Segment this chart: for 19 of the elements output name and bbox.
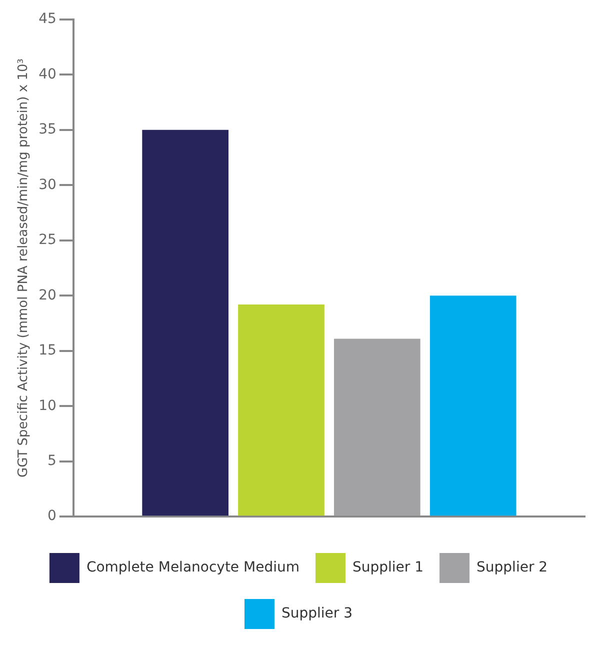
y-tick-label: 25 bbox=[38, 232, 56, 248]
y-tick-label: 40 bbox=[38, 66, 56, 82]
y-tick-label: 20 bbox=[38, 287, 56, 304]
y-tick-label: 0 bbox=[47, 508, 56, 524]
y-tick-label: 35 bbox=[38, 122, 56, 138]
y-tick-label: 45 bbox=[38, 11, 56, 28]
y-tick-label: 10 bbox=[38, 398, 56, 414]
y-tick-label: 15 bbox=[38, 342, 56, 359]
bar bbox=[334, 338, 420, 516]
y-tick-label: 5 bbox=[47, 452, 56, 469]
legend-label: Supplier 1 bbox=[352, 560, 424, 576]
bar bbox=[142, 130, 228, 516]
y-tick-label: 30 bbox=[38, 176, 56, 193]
y-axis-title: GGT Specific Activity (mmol PNA released/min/mg protein) x 10³ bbox=[16, 58, 32, 478]
bar bbox=[430, 296, 516, 516]
legend-label: Supplier 3 bbox=[281, 606, 353, 622]
legend-label: Complete Melanocyte Medium bbox=[86, 560, 300, 576]
bar bbox=[238, 304, 324, 516]
legend-label: Supplier 2 bbox=[476, 560, 548, 576]
